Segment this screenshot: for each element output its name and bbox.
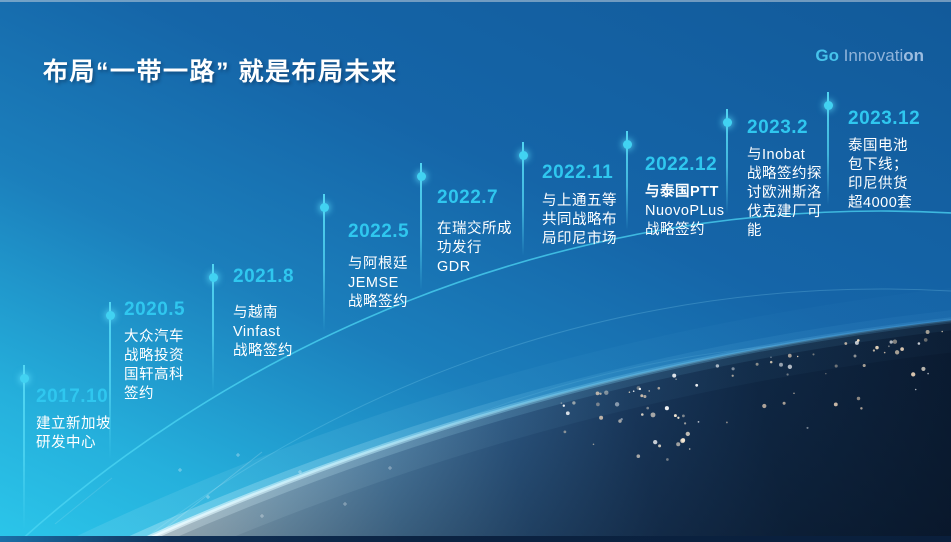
brand-logo-innovation: Innovati (838, 46, 904, 65)
milestone: 2022.5 与阿根廷 JEMSE 战略签约 (348, 221, 409, 312)
timeline-dot (518, 150, 528, 160)
milestone-date: 2022.12 (645, 154, 718, 175)
brand-logo: Go Innovation (815, 46, 924, 66)
light-streaks (54, 451, 263, 542)
timeline-stem (522, 142, 524, 256)
milestone-description: 与上通五等 共同战略布 局印尼市场 (542, 193, 617, 247)
milestone-date: 2017.10 (36, 386, 109, 407)
timeline-dot (319, 202, 329, 212)
milestone: 2022.7 在瑞交所成 功发行 GDR (437, 187, 512, 277)
milestone-description: 与越南 Vinfast 战略签约 (233, 305, 293, 359)
milestone: 2022.12 与泰国PTT NuovoPLus 战略签约 (645, 154, 724, 240)
milestone-description: 与泰国PTT NuovoPLus 战略签约 (645, 184, 725, 238)
milestone: 2022.11 与上通五等 共同战略布 局印尼市场 (542, 162, 617, 249)
timeline-arc (18, 210, 951, 542)
milestone-date: 2023.2 (747, 117, 809, 138)
milestone-description: 与Inobat 战略签约探 讨欧洲斯洛 伐克建厂可 能 (747, 147, 822, 239)
timeline-stem (23, 365, 25, 530)
brand-logo-on: on (903, 46, 924, 65)
milestone-date: 2021.8 (233, 266, 295, 287)
timeline-stem (212, 264, 214, 392)
timeline-dot (416, 171, 426, 181)
timeline-dot (208, 272, 218, 282)
timeline-stem (109, 302, 111, 460)
milestone-description: 在瑞交所成 功发行 GDR (437, 221, 512, 275)
timeline-stem (323, 194, 325, 332)
sparkle-marks (178, 453, 392, 518)
milestone-description: 泰国电池 包下线； 印尼供货 超4000套 (848, 138, 913, 211)
slide-top-edge (0, 0, 951, 2)
milestone-date: 2020.5 (124, 299, 186, 320)
milestone-date: 2022.7 (437, 187, 499, 208)
brand-logo-go: Go (815, 46, 839, 65)
timeline-stem (726, 109, 728, 214)
timeline-dot (19, 373, 29, 383)
milestone: 2023.12 泰国电池 包下线； 印尼供货 超4000套 (848, 108, 920, 213)
milestone: 2023.2 与Inobat 战略签约探 讨欧洲斯洛 伐克建厂可 能 (747, 117, 822, 241)
timeline-dot (823, 100, 833, 110)
bottom-strip (0, 536, 951, 542)
milestone-description: 与阿根廷 JEMSE 战略签约 (348, 256, 408, 310)
timeline-dot (105, 310, 115, 320)
earth-globe (66, 288, 951, 542)
milestone-date: 2022.5 (348, 221, 410, 242)
timeline-stem (420, 163, 422, 290)
timeline-stem (827, 92, 829, 205)
milestone-description: 建立新加坡 研发中心 (36, 416, 111, 451)
page-title: 布局“一带一路” 就是布局未来 (43, 58, 398, 86)
city-lights (560, 330, 943, 461)
milestone-date: 2023.12 (848, 108, 921, 129)
milestone: 2021.8 与越南 Vinfast 战略签约 (233, 266, 294, 361)
timeline-dot (622, 139, 632, 149)
timeline-dot (722, 117, 732, 127)
milestone: 2020.5 大众汽车 战略投资 国轩高科 签约 (124, 299, 185, 404)
milestone: 2017.10 建立新加坡 研发中心 (36, 386, 111, 453)
milestone-date: 2022.11 (542, 162, 614, 183)
timeline-stem (626, 131, 628, 230)
milestone-description: 大众汽车 战略投资 国轩高科 签约 (124, 329, 184, 402)
